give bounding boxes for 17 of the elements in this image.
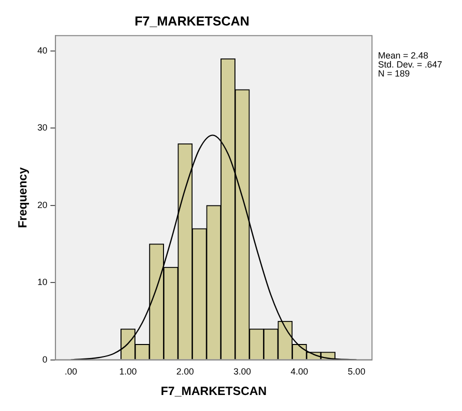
text: N = 189	[378, 68, 410, 79]
x-tick-label: 1.00	[119, 366, 137, 377]
text: Std. Dev. = .647	[378, 60, 442, 70]
y-tick-label: 20	[37, 200, 48, 210]
x-tick-label: 3.00	[234, 366, 252, 377]
x-axis-title: F7_MARKETSCAN	[160, 384, 267, 398]
y-tick-label: 0	[42, 354, 48, 364]
x-tick-label: 5.00	[348, 366, 366, 377]
y-tick-label: 30	[37, 122, 48, 133]
y-tick-label: 10	[37, 277, 48, 288]
x-tick-label: .00	[64, 366, 78, 377]
x-tick-label: 4.00	[290, 366, 308, 377]
y-tick-label: 40	[37, 46, 48, 56]
y-axis-title: Frequency	[16, 167, 30, 228]
x-tick-label: 2.00	[176, 366, 194, 377]
chart-title: F7_MARKETSCAN	[134, 13, 250, 28]
text: Mean = 2.48	[378, 50, 428, 61]
